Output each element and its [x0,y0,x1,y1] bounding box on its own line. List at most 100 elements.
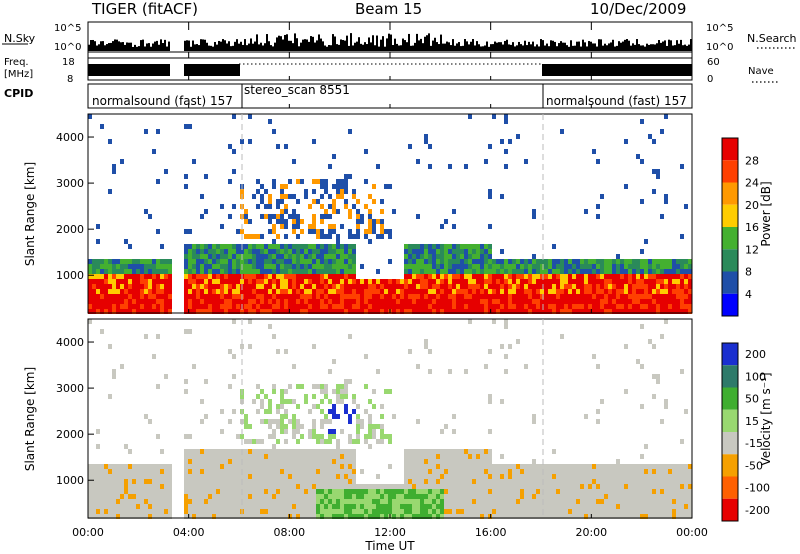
power-cell [492,269,496,274]
velocity-cell [220,454,224,459]
velocity-cell [420,479,424,484]
nsky-bar [610,42,612,51]
velocity-cell [220,409,224,414]
velocity-cell [404,469,408,474]
velocity-cell [220,489,224,494]
velocity-cell [588,479,592,484]
power-cell [128,294,132,299]
power-cell [504,259,508,264]
power-cell [560,259,564,264]
velocity-cell [196,514,200,519]
velocity-cell [468,484,472,489]
power-cell [244,244,248,249]
power-cell [332,199,336,204]
velocity-cell [300,514,304,519]
velocity-cell [684,514,688,519]
power-cell [348,209,352,214]
power-cell [636,269,640,274]
power-cell [332,269,336,274]
nsky-bar [690,39,692,51]
velocity-cell [660,474,664,479]
velocity-cell [160,479,164,484]
power-cell [432,244,436,249]
velocity-cell [372,504,376,509]
power-cell [352,249,356,254]
power-cell [96,264,100,269]
power-cell [156,294,160,299]
power-cell [132,309,136,314]
power-cell [296,219,300,224]
velocity-cell [264,474,268,479]
velocity-cell [544,509,548,514]
power-cell [96,224,100,229]
power-cell [564,274,568,279]
power-cell [236,299,240,304]
power-cell [232,294,236,299]
power-cell [276,254,280,259]
power-cell [300,279,304,284]
power-cell [624,294,628,299]
power-cell [488,144,492,149]
power-cell [252,259,256,264]
velocity-cell [500,454,504,459]
power-cell [316,229,320,234]
power-cell [228,269,232,274]
velocity-cell [208,514,212,519]
power-cell [312,214,316,219]
power-cell [352,189,356,194]
velocity-cell [224,509,228,514]
power-cell [536,299,540,304]
power-cell [264,269,268,274]
velocity-cell [392,509,396,514]
power-cell [164,304,168,309]
freq-bar [214,64,216,76]
power-cell [352,289,356,294]
power-cell [616,304,620,309]
velocity-cell [108,469,112,474]
velocity-cell [616,504,620,509]
velocity-cell [528,484,532,489]
velocity-cell [128,464,132,469]
velocity-cell [280,419,284,424]
power-cell [284,264,288,269]
velocity-cell [416,459,420,464]
velocity-cell [204,449,208,454]
power-cell [296,254,300,259]
velocity-cell [140,499,144,504]
velocity-cell [204,509,208,514]
velocity-cell [160,489,164,494]
power-cell [280,269,284,274]
velocity-cell [596,484,600,489]
power-cell [436,304,440,309]
nsky-bar [378,46,380,51]
velocity-cell [328,454,332,459]
power-cell [292,214,296,219]
velocity-cell [408,484,412,489]
velocity-cell [532,459,536,464]
power-cell [536,294,540,299]
power-cell [340,194,344,199]
velocity-cell [260,494,264,499]
power-cell [684,284,688,289]
velocity-cell [164,514,168,519]
velocity-cell [292,479,296,484]
velocity-cell [100,474,104,479]
power-cell [424,309,428,314]
velocity-cell [268,509,272,514]
velocity-cell [320,439,324,444]
power-cell [336,244,340,249]
velocity-cell [400,494,404,499]
velocity-cell [324,484,328,489]
velocity-cell [488,454,492,459]
velocity-cell [248,474,252,479]
velocity-cell [356,404,360,409]
velocity-cell [224,454,228,459]
velocity-cell [304,469,308,474]
power-cell [340,254,344,259]
power-cell [156,284,160,289]
velocity-cell [232,449,236,454]
power-cell [272,184,276,189]
velocity-cell [424,454,428,459]
velocity-cell [448,474,452,479]
power-cell [232,284,236,289]
